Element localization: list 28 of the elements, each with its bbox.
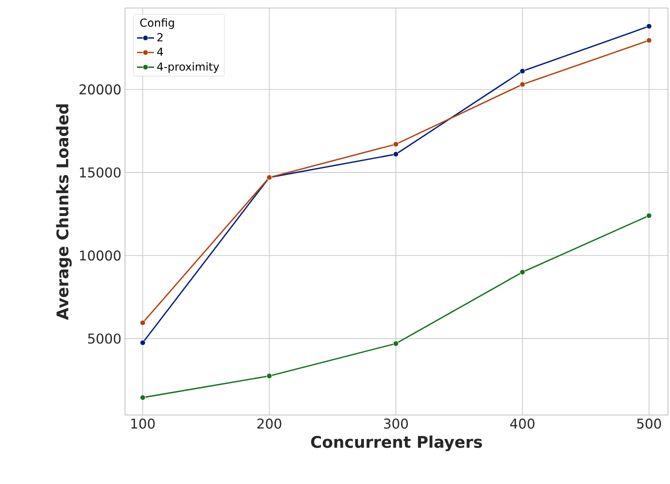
x-tick-label: 100 xyxy=(131,418,155,429)
point xyxy=(140,394,146,400)
legend-title: Config xyxy=(140,18,174,29)
x-axis-title: Concurrent Players xyxy=(311,436,482,452)
y-tick-label: 20000 xyxy=(80,84,121,94)
x-tick-label: 400 xyxy=(510,418,534,429)
point xyxy=(646,38,652,44)
point xyxy=(393,141,399,148)
point xyxy=(393,340,399,346)
y-tick-label: 5000 xyxy=(88,333,121,344)
legend-label: 4 xyxy=(157,48,164,56)
point xyxy=(646,212,652,218)
point xyxy=(266,373,272,379)
x-tick-label: 500 xyxy=(637,418,661,429)
x-tick-label: 200 xyxy=(257,418,282,429)
x-tick-label: 300 xyxy=(384,418,408,429)
point xyxy=(520,269,526,275)
y-axis-title: Average Chunks Loaded xyxy=(56,104,72,320)
point xyxy=(520,82,526,88)
y-tick-label: 10000 xyxy=(80,250,121,261)
y-tick-label: 15000 xyxy=(80,167,121,178)
point xyxy=(520,68,526,74)
legend-label: 2 xyxy=(157,33,163,42)
legend-label: 4-proximity xyxy=(157,62,220,73)
point xyxy=(140,340,146,346)
point xyxy=(393,151,399,158)
point xyxy=(646,23,652,30)
point xyxy=(140,320,146,326)
